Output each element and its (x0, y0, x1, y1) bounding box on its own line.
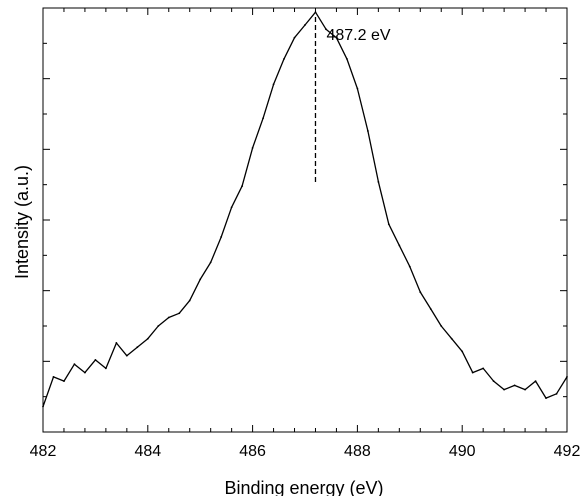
data-point (94, 359, 97, 361)
data-point (115, 342, 118, 344)
data-point (492, 380, 495, 383)
data-point (178, 312, 181, 315)
data-point (63, 380, 65, 383)
data-point (251, 147, 254, 149)
data-point (356, 87, 359, 90)
x-tick-label: 492 (554, 443, 580, 460)
x-tick-label: 482 (30, 443, 57, 460)
data-point (566, 375, 568, 378)
data-point (482, 367, 485, 370)
plot-frame (42, 7, 568, 433)
x-tick-label: 490 (449, 443, 476, 460)
y-axis-label: Intensity (a.u.) (12, 165, 32, 279)
x-tick-label: 484 (134, 443, 161, 460)
data-point (146, 337, 149, 340)
data-point (52, 375, 55, 378)
data-point (555, 392, 558, 395)
plot-area: 482 484 486 488 490 492 (30, 7, 580, 460)
data-point (387, 223, 390, 226)
data-point (545, 397, 547, 399)
data-point (293, 36, 296, 39)
data-point (199, 278, 202, 281)
data-point (272, 83, 275, 86)
data-point (283, 57, 285, 60)
data-point (314, 11, 317, 14)
data-point (524, 388, 526, 391)
data-point (304, 24, 306, 26)
x-tick-label: 488 (344, 443, 371, 460)
data-point (125, 354, 128, 357)
data-point (230, 206, 233, 209)
data-point (167, 316, 170, 319)
data-point (471, 371, 474, 374)
data-point (419, 291, 422, 293)
data-point (73, 363, 76, 366)
data-point (450, 337, 453, 340)
data-point (188, 299, 191, 302)
data-point (262, 117, 264, 120)
data-point (104, 367, 107, 370)
data-point (42, 405, 44, 408)
x-tick-label: 486 (239, 443, 266, 460)
data-point (534, 380, 537, 383)
data-point (220, 236, 223, 238)
data-point (503, 388, 506, 391)
data-point (440, 325, 443, 327)
data-point (513, 384, 516, 387)
data-point (136, 346, 139, 349)
peak-annotation-label: 487.2 eV (326, 27, 390, 44)
data-point (209, 261, 212, 264)
data-point (429, 308, 432, 310)
data-point (461, 350, 464, 353)
data-point (398, 244, 401, 247)
data-point (377, 180, 380, 183)
data-point (408, 265, 411, 268)
x-axis-label: Binding energy (eV) (224, 478, 383, 496)
data-point (325, 28, 327, 31)
data-point (84, 371, 86, 374)
data-point (366, 130, 369, 132)
data-point (346, 57, 348, 60)
data-point (335, 36, 338, 39)
data-point (241, 185, 244, 187)
chart-marks: 487.2 eV (42, 11, 568, 408)
series-line (42, 11, 568, 407)
data-point (157, 325, 160, 327)
